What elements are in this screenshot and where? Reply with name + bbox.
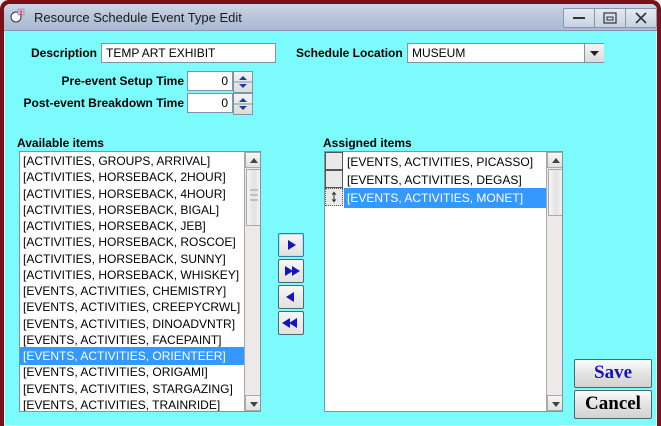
svg-text:2: 2	[20, 10, 23, 16]
